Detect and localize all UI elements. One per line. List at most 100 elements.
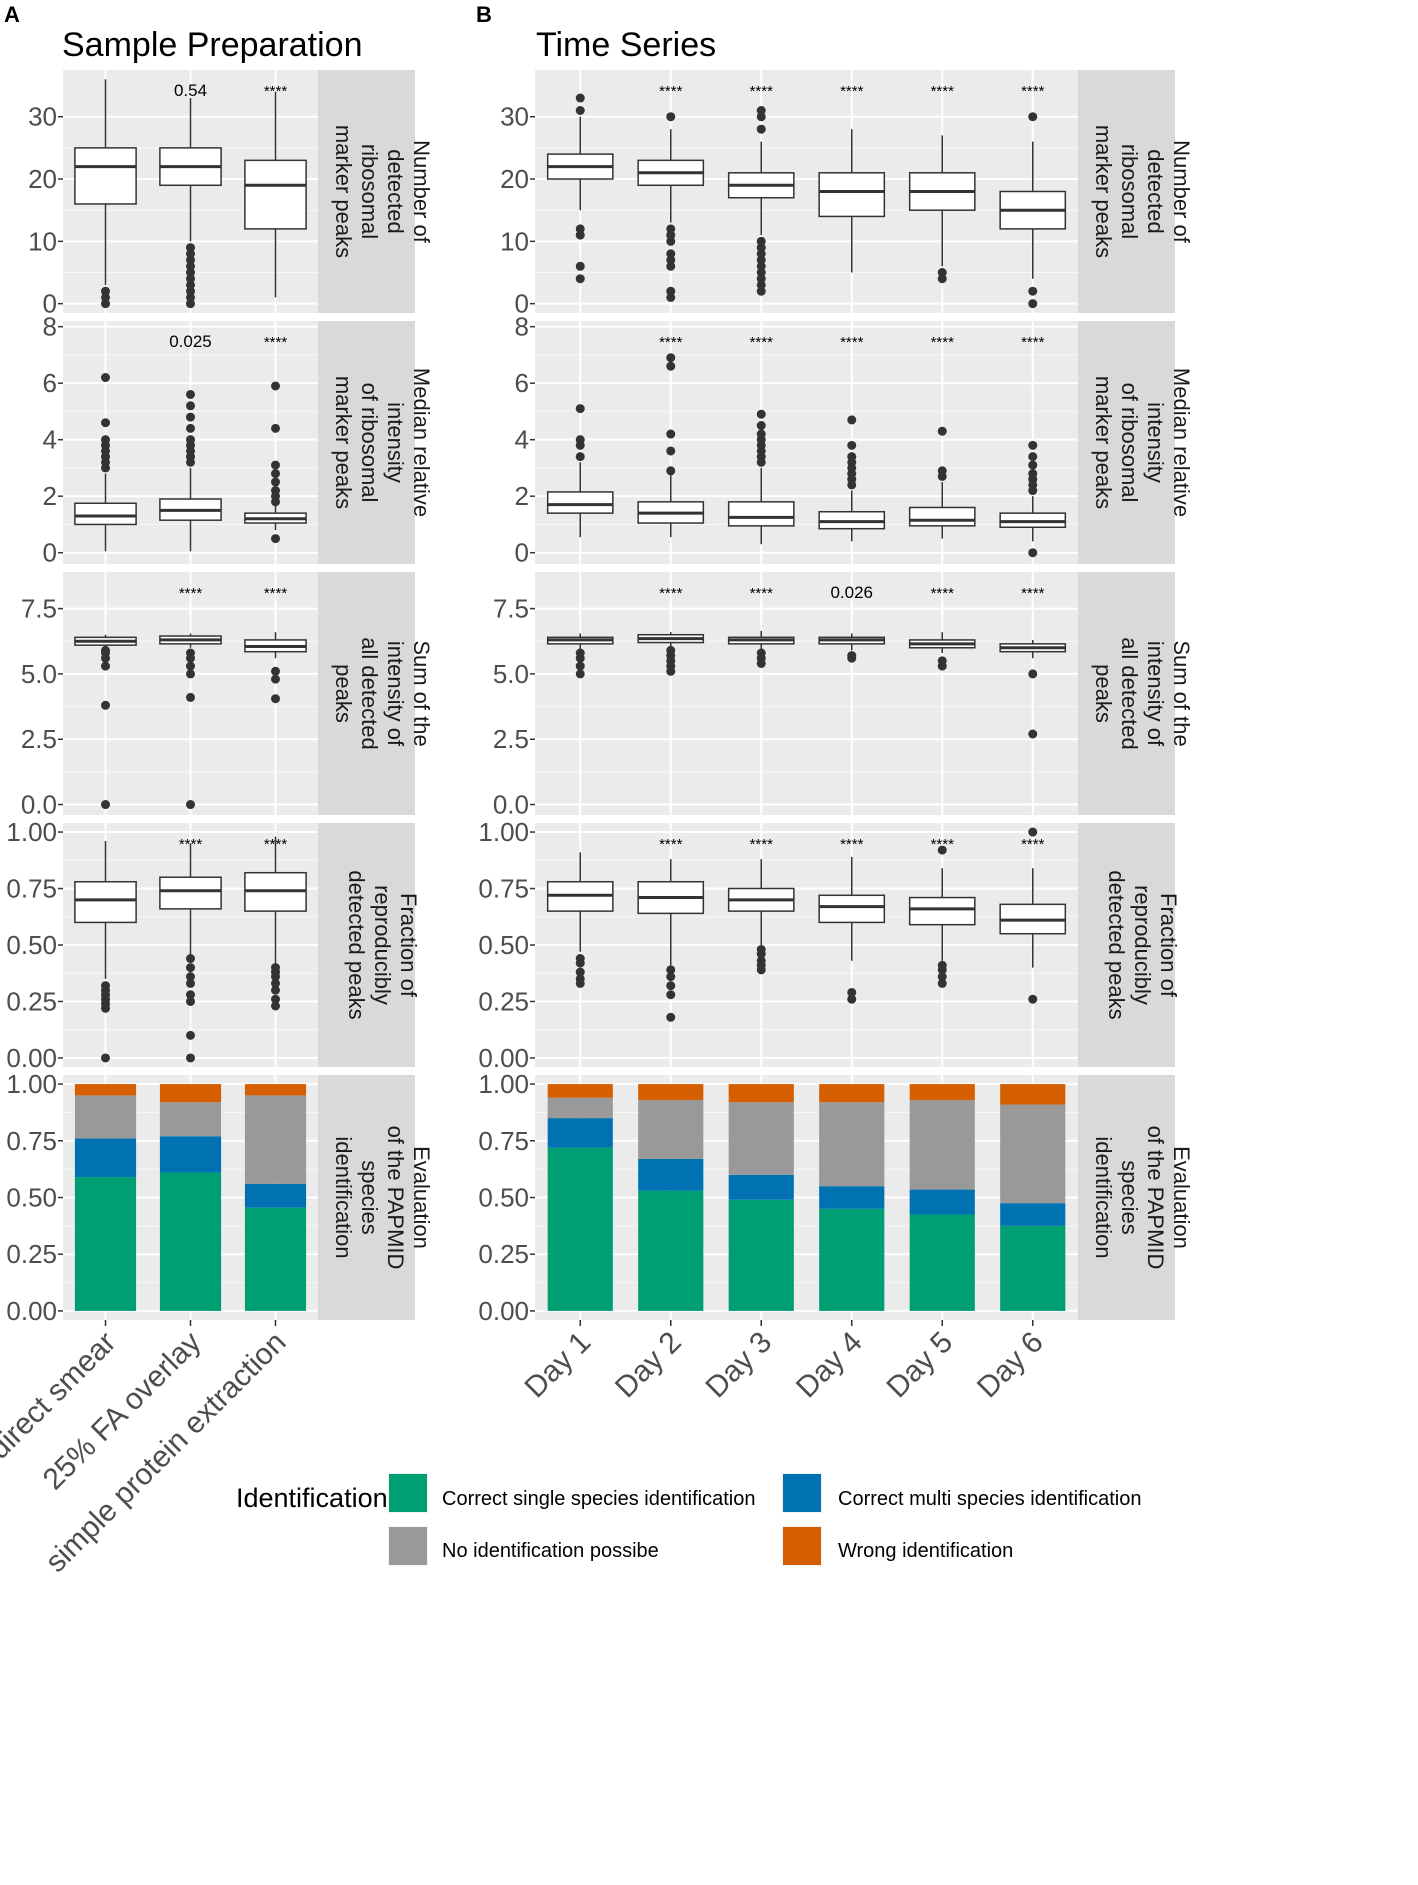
outlier-point: [937, 845, 947, 855]
outlier-point: [575, 452, 585, 462]
box: [74, 147, 137, 205]
outlier-point: [271, 423, 280, 433]
panel-letter: A: [4, 2, 20, 27]
y-tick-label: 8: [43, 312, 57, 342]
x-tick-label: Day 5: [880, 1326, 959, 1405]
significance-label: ****: [264, 836, 288, 853]
outlier-point: [101, 435, 110, 445]
significance-label: ****: [659, 83, 683, 100]
outlier-point: [1028, 452, 1038, 462]
outlier-point: [1028, 440, 1038, 450]
facet-strip: [318, 823, 415, 1067]
x-tick-label: 25% FA overlay: [37, 1326, 208, 1497]
x-tick-label: Day 1: [518, 1326, 597, 1405]
outlier-point: [271, 666, 280, 676]
y-tick-label: 1.00: [478, 817, 529, 847]
stacked-bar-segment: [728, 1199, 794, 1311]
facet-strip-line: Sum of the: [409, 640, 434, 746]
outlier-point: [271, 486, 280, 496]
significance-label: ****: [931, 836, 955, 853]
outlier-point: [186, 243, 195, 253]
stacked-bar-segment: [1000, 1084, 1066, 1105]
facet-strip-line: of the PAPMID: [383, 1126, 408, 1270]
outlier-point: [756, 249, 766, 259]
facet-strip-line: Number of: [409, 140, 434, 244]
outlier-point: [186, 401, 195, 411]
outlier-point: [666, 429, 676, 439]
outlier-point: [101, 700, 110, 710]
stacked-bar-segment: [909, 1214, 975, 1311]
outlier-point: [666, 353, 676, 363]
legend-key: [783, 1474, 821, 1512]
outlier-point: [271, 694, 280, 704]
outlier-point: [186, 800, 195, 810]
box: [546, 491, 614, 514]
facet-strip: [1078, 823, 1175, 1067]
y-tick-label: 7.5: [493, 594, 529, 624]
facet-strip-line: ribosomal: [1117, 144, 1142, 239]
box: [74, 502, 137, 526]
facet-3: 0.0 2.5 5.0 7.5 **** **** Sum of theintensity …: [21, 572, 434, 820]
outlier-point: [186, 274, 195, 284]
outlier-point: [575, 648, 585, 658]
facet-strip-label: Median relativeintensityof ribosomalmark…: [331, 368, 434, 517]
stacked-bar-segment: [159, 1172, 222, 1311]
legend-title: Identification: [236, 1483, 388, 1513]
outlier-point: [271, 978, 280, 988]
y-tick-label: 0: [43, 538, 57, 568]
y-tick-label: 10: [500, 226, 529, 256]
outlier-point: [1028, 669, 1038, 679]
facet-strip-line: identification: [331, 1136, 356, 1258]
outlier-point: [756, 409, 766, 419]
stacked-bar-segment: [74, 1095, 137, 1139]
facet-strip-line: Median relative: [1169, 368, 1194, 517]
facet-strip-line: detected: [383, 149, 408, 233]
y-tick-label: 1.00: [478, 1069, 529, 1099]
significance-label: ****: [840, 334, 864, 351]
significance-label: 0.026: [830, 583, 873, 602]
outlier-point: [186, 978, 195, 988]
facet-strip-line: detected peaks: [1104, 870, 1129, 1019]
facet-strip-line: of ribosomal: [1117, 383, 1142, 503]
significance-label: ****: [840, 836, 864, 853]
box: [159, 876, 222, 910]
y-tick-label: 0.0: [493, 790, 529, 820]
significance-label: ****: [750, 585, 774, 602]
y-tick-label: 0.75: [6, 874, 57, 904]
facet-4: 0.00 0.25 0.50 0.75 1.00 **** **** Fraction ofr…: [6, 817, 421, 1073]
facet-strip-label: Number ofdetectedribosomalmarker peaks: [1091, 125, 1194, 258]
outlier-point: [756, 268, 766, 277]
y-tick-label: 0.50: [478, 930, 529, 960]
significance-label: ****: [264, 585, 288, 602]
legend-key: [783, 1527, 821, 1565]
significance-label: ****: [264, 83, 288, 100]
y-tick-label: 0.50: [6, 1183, 57, 1213]
outlier-point: [1028, 729, 1038, 739]
stacked-bar-segment: [159, 1084, 222, 1103]
outlier-point: [937, 274, 947, 284]
outlier-point: [756, 236, 766, 246]
outlier-point: [186, 996, 195, 1006]
outlier-point: [186, 280, 195, 290]
outlier-point: [186, 423, 195, 433]
stacked-bar-segment: [819, 1102, 885, 1187]
outlier-point: [847, 440, 857, 450]
y-tick-label: 0.75: [6, 1126, 57, 1156]
outlier-point: [1028, 548, 1038, 558]
outlier-point: [186, 261, 195, 271]
outlier-point: [186, 661, 195, 671]
outlier-point: [666, 236, 676, 246]
outlier-point: [756, 280, 766, 290]
outlier-point: [575, 93, 585, 103]
outlier-point: [186, 990, 195, 1000]
stacked-bar-segment: [1000, 1104, 1066, 1204]
outlier-point: [666, 292, 676, 302]
facet-3: 0.0 2.5 5.0 7.5 **** **** 0.026 **** **** Sum of …: [493, 572, 1194, 820]
outlier-point: [666, 965, 676, 975]
facet-strip: [318, 70, 415, 313]
facet-strip: [1078, 321, 1175, 564]
box: [818, 894, 886, 924]
stacked-bar-segment: [74, 1138, 137, 1178]
outlier-point: [937, 426, 947, 436]
